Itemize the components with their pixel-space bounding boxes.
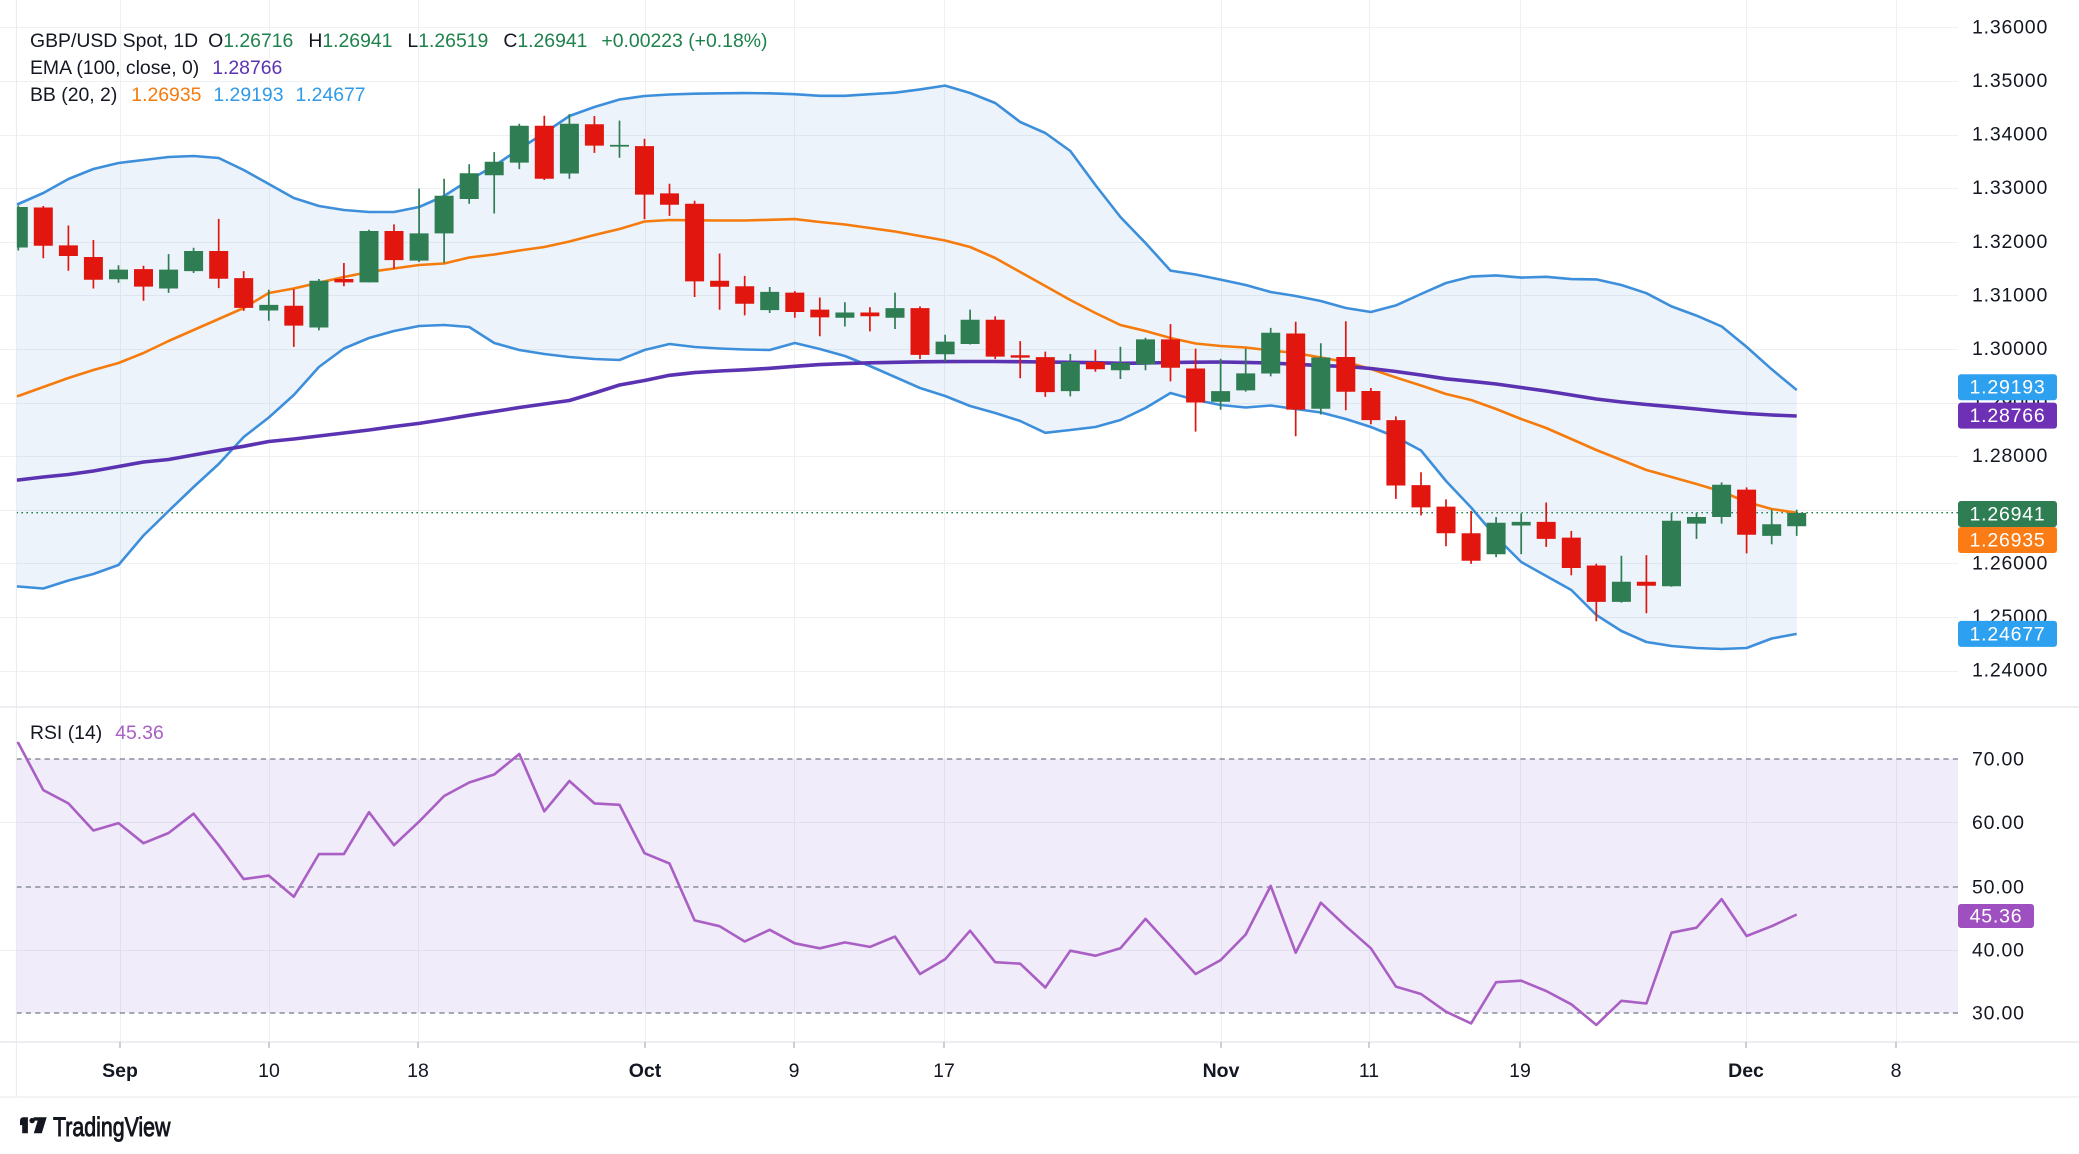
- svg-text:1.28000: 1.28000: [1972, 445, 2048, 467]
- svg-text:10: 10: [258, 1060, 280, 1082]
- svg-text:RSI (14)45.36: RSI (14) 45.36: [30, 722, 164, 744]
- svg-text:1.35000: 1.35000: [1972, 70, 2048, 92]
- svg-text:1.33000: 1.33000: [1972, 177, 2048, 199]
- svg-text:TradingView: TradingView: [53, 1113, 171, 1143]
- svg-text:19: 19: [1509, 1060, 1531, 1082]
- svg-text:1.26935: 1.26935: [1969, 530, 2045, 552]
- svg-text:50.00: 50.00: [1972, 877, 2025, 899]
- svg-text:40.00: 40.00: [1972, 940, 2025, 962]
- svg-text:1.36000: 1.36000: [1972, 16, 2048, 38]
- svg-text:17: 17: [933, 1060, 955, 1082]
- svg-text:1.24677: 1.24677: [1969, 623, 2045, 645]
- svg-text:Nov: Nov: [1203, 1060, 1240, 1082]
- svg-text:1.29193: 1.29193: [1969, 377, 2045, 399]
- svg-text:1.31000: 1.31000: [1972, 284, 2048, 306]
- svg-text:1.26941: 1.26941: [1969, 504, 2045, 526]
- svg-text:1.24000: 1.24000: [1972, 660, 2048, 682]
- svg-text:11: 11: [1359, 1060, 1379, 1082]
- svg-text:1.26000: 1.26000: [1972, 552, 2048, 574]
- svg-text:Sep: Sep: [102, 1060, 138, 1082]
- svg-text:70.00: 70.00: [1972, 749, 2025, 771]
- svg-text:Dec: Dec: [1728, 1060, 1764, 1082]
- svg-text:1.30000: 1.30000: [1972, 338, 2048, 360]
- svg-text:18: 18: [407, 1060, 429, 1082]
- svg-text:EMA (100, close, 0)1.28766: EMA (100, close, 0) 1.28766: [30, 57, 282, 79]
- svg-text:9: 9: [789, 1060, 800, 1082]
- svg-text:1.32000: 1.32000: [1972, 231, 2048, 253]
- svg-text:30.00: 30.00: [1972, 1003, 2025, 1025]
- svg-text:1.28766: 1.28766: [1969, 405, 2045, 427]
- svg-text:8: 8: [1891, 1060, 1902, 1082]
- svg-text:60.00: 60.00: [1972, 812, 2025, 834]
- svg-text:1.34000: 1.34000: [1972, 124, 2048, 146]
- svg-text:Oct: Oct: [629, 1060, 662, 1082]
- svg-text:45.36: 45.36: [1970, 906, 2023, 928]
